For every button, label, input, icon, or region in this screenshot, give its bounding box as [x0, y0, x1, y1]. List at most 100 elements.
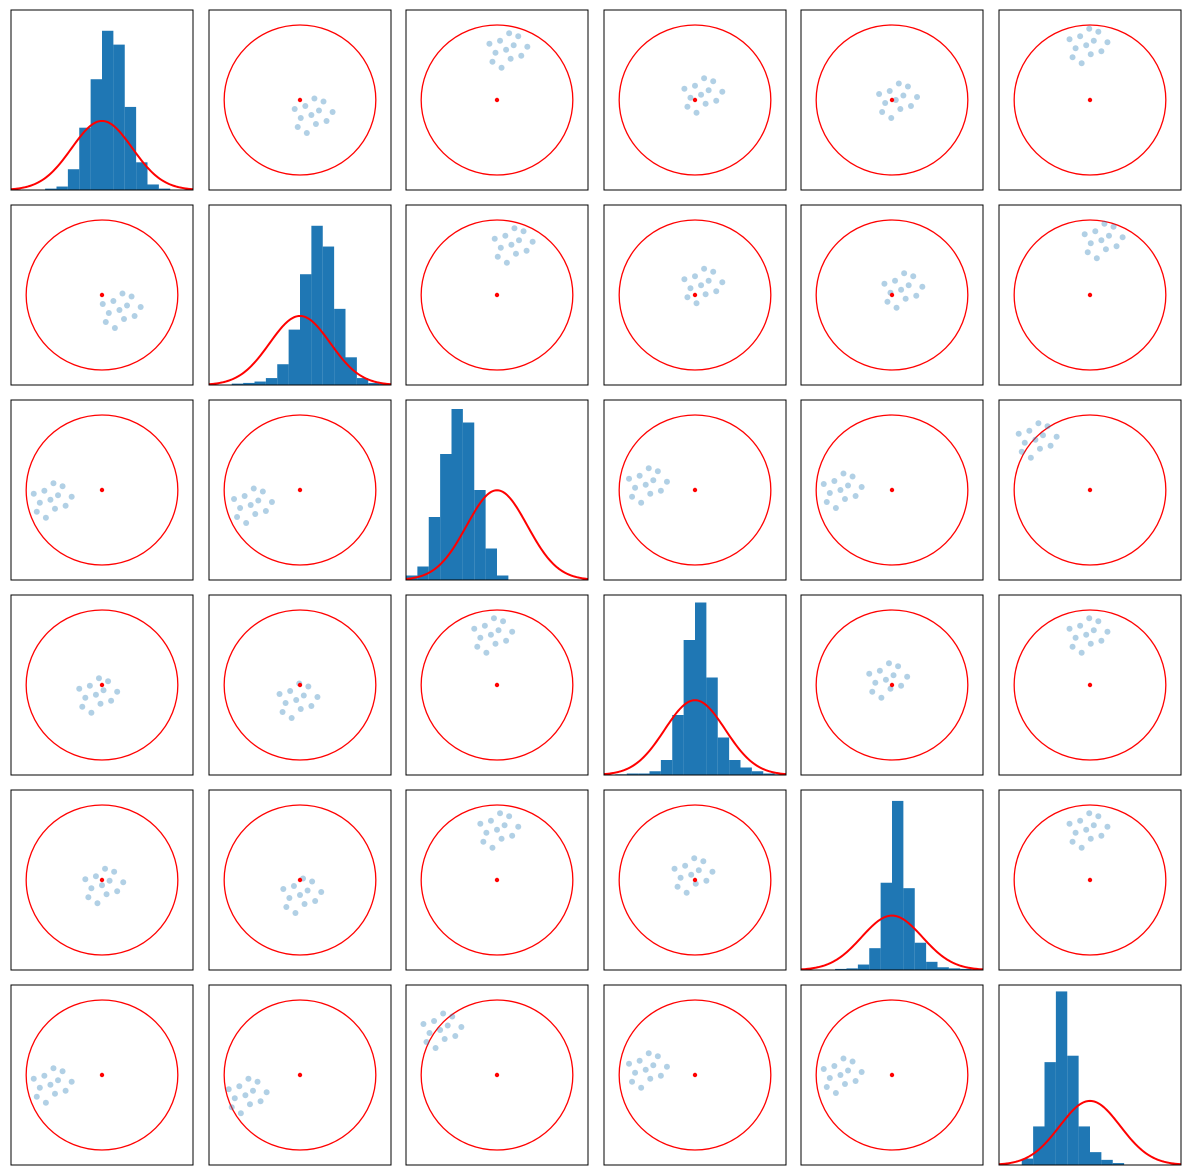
histogram-bar: [440, 454, 452, 580]
scatter-point: [300, 692, 307, 699]
histogram-bar: [345, 357, 357, 385]
scatter-point: [914, 94, 921, 100]
panel-scatter: [1013, 414, 1167, 566]
scatter-point: [474, 643, 481, 650]
panel-histogram: [801, 800, 983, 970]
center-dot: [99, 1072, 105, 1078]
panel-scatter: [25, 999, 179, 1151]
scatter-point: [638, 499, 645, 506]
scatter-point: [1018, 448, 1025, 455]
scatter-point: [900, 92, 907, 99]
scatter-point: [823, 1084, 830, 1090]
scatter-point: [242, 1092, 249, 1099]
gaussian-curve: [999, 1099, 1181, 1165]
scatter-point: [681, 85, 688, 92]
scatter-point: [892, 97, 899, 103]
gaussian-curve: [11, 119, 193, 190]
scatter-point: [458, 1024, 465, 1030]
scatter-point: [647, 490, 654, 497]
scatter-point: [1047, 442, 1054, 449]
panel-frame: [10, 789, 194, 971]
scatter-point: [1069, 838, 1076, 845]
reference-circle: [25, 414, 179, 566]
scatter-point: [92, 691, 99, 698]
histogram-bar: [417, 566, 429, 580]
panel-histogram: [604, 602, 786, 775]
scatter-point: [131, 313, 138, 319]
histogram-bar: [914, 942, 927, 970]
scatter-point: [329, 109, 336, 115]
scatter-point: [1066, 820, 1073, 827]
histogram-bar: [960, 968, 972, 970]
scatter-point: [252, 511, 259, 517]
panel-frame: [208, 594, 392, 776]
scatter-point: [872, 679, 879, 686]
scatter-point: [59, 483, 66, 490]
reference-circle: [815, 219, 969, 371]
gaussian-curve: [801, 914, 983, 970]
scatter-point: [642, 481, 649, 488]
scatter-point: [1083, 631, 1090, 638]
scatter-point: [297, 892, 303, 898]
panel-scatter: [618, 414, 772, 566]
scatter-point: [1083, 826, 1090, 833]
histogram-bar: [763, 773, 775, 775]
scatter-point: [878, 694, 885, 701]
scatter-point: [831, 478, 838, 484]
scatter-point: [108, 697, 115, 704]
scatter-point: [99, 301, 106, 307]
panel-frame: [800, 9, 984, 191]
panel-frame: [603, 984, 787, 1166]
reference-circle: [618, 414, 772, 566]
scatter-point: [1090, 822, 1097, 829]
panel-frame: [405, 789, 589, 971]
scatter-point: [487, 631, 494, 638]
scatter-point: [497, 244, 504, 251]
histogram-bar: [1021, 1158, 1034, 1165]
scatter-point: [481, 622, 488, 629]
scatter-point: [114, 888, 121, 895]
scatter-point: [471, 625, 478, 632]
scatter-point: [719, 279, 726, 286]
scatter-point: [698, 282, 705, 289]
scatter-point: [1110, 223, 1117, 230]
scatter-point: [884, 298, 891, 305]
scatter-point: [510, 42, 517, 49]
scatter-point: [237, 505, 244, 511]
histogram-bar: [428, 517, 441, 580]
scatter-point: [120, 879, 127, 886]
panel-frame: [208, 204, 392, 386]
scatter-point: [1093, 255, 1100, 262]
reference-circle: [420, 999, 574, 1151]
scatter-point: [498, 835, 505, 842]
reference-circle: [223, 609, 377, 761]
panel-scatter: [223, 414, 377, 566]
center-dot: [889, 97, 895, 103]
center-dot: [692, 877, 698, 883]
scatter-point: [674, 883, 681, 890]
scatter-point: [849, 1058, 856, 1065]
scatter-point: [524, 43, 531, 50]
panel-scatter: [223, 609, 377, 761]
center-dot: [889, 292, 895, 298]
center-dot: [1087, 877, 1093, 883]
scatter-point: [913, 292, 920, 299]
scatter-point: [483, 649, 490, 656]
panel-frame: [800, 594, 984, 776]
scatter-point: [314, 694, 321, 700]
scatter-point: [511, 225, 518, 232]
scatter-point: [111, 325, 118, 331]
center-dot: [99, 487, 105, 493]
scatter-point: [492, 640, 499, 647]
reference-circle: [1013, 414, 1167, 566]
scatter-point: [426, 1030, 433, 1036]
panel-frame: [998, 399, 1182, 581]
scatter-point: [102, 865, 109, 872]
panel-scatter: [618, 219, 772, 371]
panel-frame: [998, 9, 1182, 191]
scatter-point: [852, 493, 859, 499]
center-dot: [494, 682, 500, 688]
scatter-point: [1104, 823, 1111, 830]
scatter-point: [254, 1078, 261, 1085]
